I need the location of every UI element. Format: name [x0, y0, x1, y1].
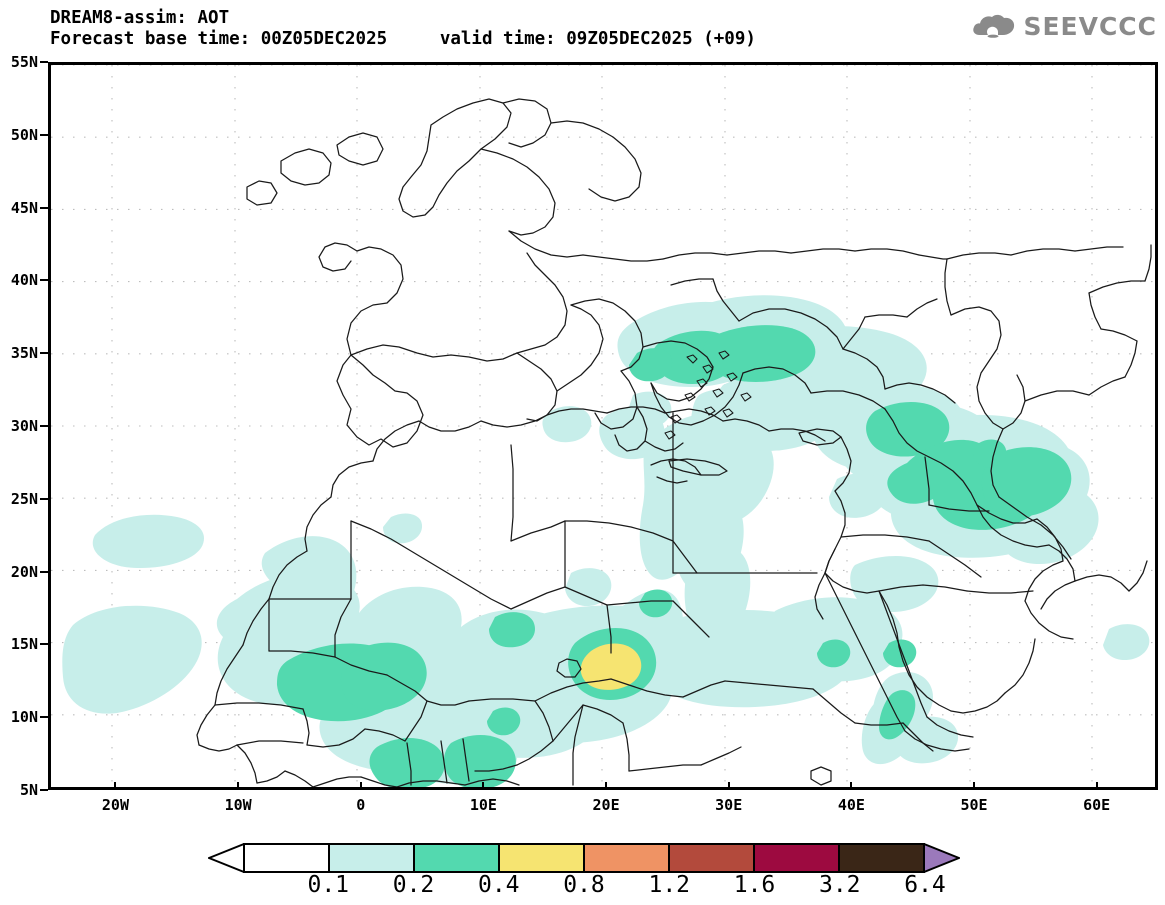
colorbar-tick-label: 0.1: [307, 872, 350, 898]
y-tick-label: 5N: [19, 781, 38, 799]
colorbar-swatch: [415, 845, 500, 871]
x-tick-mark: [482, 782, 485, 790]
y-tick-label: 10N: [10, 708, 38, 727]
x-tick-mark: [850, 782, 853, 790]
x-tick-label: 20E: [592, 796, 620, 814]
cloud-icon: [973, 14, 1015, 38]
y-tick-mark: [40, 133, 48, 136]
x-tick-label: 40E: [837, 796, 865, 814]
map-plot-area: [48, 62, 1158, 790]
colorbar-tick-label: 0.4: [477, 872, 520, 898]
y-axis: 5N 10N 15N 20N 25N 30N 35N 40N 45N 50N 55N: [0, 53, 48, 799]
x-tick-mark: [237, 782, 240, 790]
y-tick-mark: [40, 643, 48, 646]
colorbar-tick-label: 0.8: [563, 872, 605, 898]
colorbar-swatch: [755, 845, 840, 871]
y-tick-label: 35N: [10, 344, 38, 363]
colorbar-swatch: [840, 845, 923, 871]
colorbar-tick-label: 6.4: [904, 872, 946, 898]
colorbar-swatch: [245, 845, 330, 871]
colorbar-swatch: [670, 845, 755, 871]
y-tick-mark: [40, 570, 48, 573]
aot-contour-map: [51, 65, 1155, 787]
y-tick-mark: [40, 279, 48, 282]
y-tick-mark: [40, 206, 48, 209]
x-tick-label: 10W: [224, 796, 252, 814]
colorbar-labels: 0.1 0.2 0.4 0.8 1.2 1.6 3.2 6.4: [208, 872, 960, 900]
colorbar-tick-label: 1.2: [648, 872, 691, 898]
y-tick-label: 20N: [10, 562, 38, 581]
colorbar-swatch: [500, 845, 585, 871]
y-tick-label: 25N: [10, 489, 38, 508]
x-tick-label: 50E: [960, 796, 988, 814]
x-tick-label: 30E: [715, 796, 743, 814]
y-tick-mark: [40, 425, 48, 427]
colorbar-tick-label: 0.2: [392, 872, 435, 898]
y-tick-mark: [40, 789, 48, 791]
colorbar-swatch: [330, 845, 415, 871]
x-tick-mark: [114, 782, 117, 790]
y-tick-label: 15N: [10, 635, 38, 654]
y-tick-label: 30N: [10, 417, 38, 435]
x-tick-mark: [359, 782, 362, 790]
x-axis: 20W 10W 0 10E 20E 30E 40E 50E 60E: [48, 782, 1158, 820]
colorbar-swatch: [585, 845, 670, 871]
x-tick-mark: [727, 782, 730, 790]
x-tick-label: 60E: [1083, 796, 1111, 814]
colorbar: [208, 843, 960, 873]
x-tick-mark: [605, 782, 608, 790]
colorbar-min-arrow: [208, 843, 245, 873]
colorbar-max-arrow: [923, 843, 960, 873]
coastlines-and-borders: [196, 98, 1152, 787]
colorbar-tick-label: 3.2: [818, 872, 861, 898]
colorbar-tick-label: 1.6: [733, 872, 776, 898]
logo-text: SEEVCCC: [1023, 11, 1157, 41]
colorbar-swatches: [243, 843, 925, 873]
x-tick-label: 20W: [101, 796, 129, 814]
x-tick-label: 10E: [469, 796, 497, 814]
y-tick-mark: [40, 497, 48, 500]
y-tick-label: 45N: [10, 198, 38, 217]
y-tick-mark: [40, 61, 48, 63]
x-tick-mark: [1095, 782, 1098, 790]
y-tick-mark: [40, 352, 48, 355]
y-tick-label: 50N: [10, 125, 38, 144]
seevccc-logo: SEEVCCC: [971, 9, 1157, 43]
title-line: DREAM8-assim: AOT: [50, 8, 230, 28]
aot-contours: [62, 295, 1150, 787]
x-tick-mark: [973, 782, 976, 790]
y-tick-mark: [40, 716, 48, 719]
chart-header: DREAM8-assim: AOT Forecast base time: 00…: [50, 8, 950, 50]
y-tick-label: 55N: [10, 53, 38, 71]
time-line: Forecast base time: 00Z05DEC2025 valid t…: [50, 29, 756, 49]
x-tick-label: 0: [356, 796, 366, 814]
y-tick-label: 40N: [10, 271, 38, 290]
